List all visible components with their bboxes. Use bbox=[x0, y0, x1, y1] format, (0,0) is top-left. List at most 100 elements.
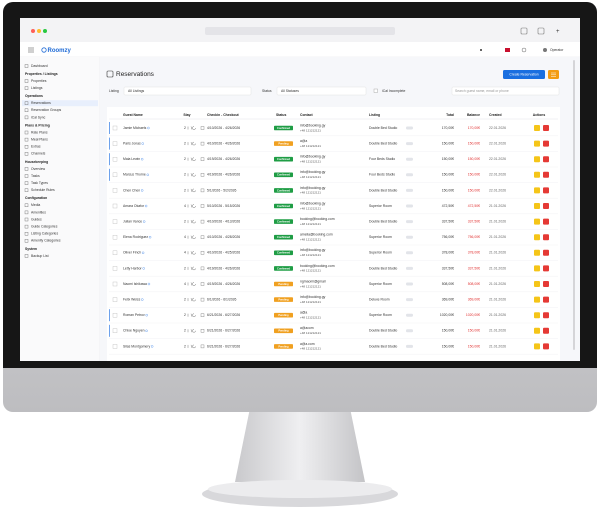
logo[interactable]: Roomzy bbox=[48, 48, 72, 54]
nav-item[interactable]: Amenity Categories bbox=[31, 239, 61, 243]
nav-item[interactable]: Reservation Groups bbox=[31, 108, 61, 112]
guest-name[interactable]: Chloe Nguyen bbox=[123, 329, 145, 333]
search-box[interactable] bbox=[451, 86, 560, 96]
guest-name[interactable]: Maia Lewin bbox=[123, 157, 140, 161]
scrollbar[interactable] bbox=[573, 60, 575, 350]
status-filter[interactable] bbox=[276, 86, 367, 96]
delete-button[interactable] bbox=[543, 187, 549, 194]
delete-button[interactable] bbox=[543, 249, 549, 256]
guest-name[interactable]: Marcus Thorne bbox=[123, 173, 146, 177]
status-filter-value[interactable]: All Statuses bbox=[281, 89, 299, 93]
edit-button[interactable] bbox=[534, 140, 540, 147]
delete-button[interactable] bbox=[543, 156, 549, 163]
guest-name[interactable]: Julian Vance bbox=[123, 219, 142, 223]
guest-name[interactable]: Chen Chen bbox=[123, 188, 140, 192]
delete-button[interactable] bbox=[543, 125, 549, 131]
listing-filter-value[interactable]: All Listings bbox=[128, 89, 145, 93]
nav-item[interactable]: Extras bbox=[31, 145, 41, 149]
row-checkbox[interactable] bbox=[112, 203, 118, 209]
nav-item[interactable]: Task Types bbox=[31, 181, 48, 185]
edit-button[interactable] bbox=[534, 312, 540, 319]
contact-email[interactable]: info@booking.gy bbox=[300, 201, 326, 205]
contact-email[interactable]: a@acom bbox=[300, 326, 314, 330]
nav-item[interactable]: iCal Sync bbox=[31, 115, 46, 119]
edit-button[interactable] bbox=[534, 343, 540, 350]
edit-button[interactable] bbox=[534, 327, 540, 334]
edit-button[interactable] bbox=[534, 281, 540, 287]
new-tab[interactable]: + bbox=[556, 29, 560, 35]
theme-toggle[interactable] bbox=[480, 49, 482, 51]
language-flag[interactable] bbox=[505, 48, 510, 52]
row-checkbox[interactable] bbox=[112, 328, 118, 333]
edit-button[interactable] bbox=[534, 187, 540, 194]
edit-button[interactable] bbox=[534, 156, 540, 163]
guest-name[interactable]: Elena Rodriguez bbox=[123, 235, 148, 239]
tabs-icon[interactable] bbox=[537, 27, 545, 35]
row-checkbox[interactable] bbox=[112, 219, 118, 224]
edit-button[interactable] bbox=[534, 125, 540, 131]
delete-button[interactable] bbox=[543, 281, 549, 287]
menu-button[interactable] bbox=[548, 70, 559, 79]
guest-name[interactable]: Silas Montgomery bbox=[123, 344, 150, 348]
contact-email[interactable]: info@booking.gy bbox=[300, 248, 326, 252]
edit-button[interactable] bbox=[534, 296, 540, 303]
delete-button[interactable] bbox=[543, 171, 549, 178]
delete-button[interactable] bbox=[543, 140, 549, 147]
guest-name[interactable]: Amara Okafor bbox=[123, 204, 145, 208]
notifications[interactable] bbox=[521, 47, 527, 53]
nav-item[interactable]: Channels bbox=[31, 152, 46, 156]
create-button[interactable] bbox=[503, 70, 545, 79]
guest-name[interactable]: Paris Jonas bbox=[123, 141, 141, 145]
contact-email[interactable]: info@booking.gy bbox=[300, 123, 326, 127]
nav-item[interactable]: Backup List bbox=[31, 254, 49, 258]
nav-item[interactable]: Properties bbox=[31, 79, 47, 83]
nav-item[interactable]: Guide Categories bbox=[31, 224, 58, 228]
nav-item[interactable]: Schedule Rules bbox=[31, 188, 55, 192]
row-checkbox[interactable] bbox=[112, 266, 118, 271]
contact-email[interactable]: info@booking.gy bbox=[300, 295, 326, 299]
contact-email[interactable]: booking@booking.com bbox=[300, 217, 335, 221]
row-checkbox[interactable] bbox=[112, 188, 118, 193]
contact-email[interactable]: a@a.com bbox=[300, 342, 315, 346]
user-name[interactable]: Operator bbox=[550, 48, 564, 52]
nav-item[interactable]: Overview bbox=[31, 167, 46, 171]
row-checkbox[interactable] bbox=[112, 313, 118, 318]
guest-name[interactable]: Jamie Michaels bbox=[123, 126, 147, 130]
row-checkbox[interactable] bbox=[112, 141, 118, 146]
nav-item[interactable]: Amenities bbox=[31, 210, 46, 214]
row-checkbox[interactable] bbox=[112, 156, 118, 162]
nav-item[interactable]: Listings bbox=[31, 86, 43, 90]
guest-name[interactable]: Oliver Finch bbox=[123, 251, 141, 255]
nav-item[interactable]: Dashboard bbox=[31, 64, 48, 68]
nav-item[interactable]: Reservations bbox=[31, 101, 51, 105]
window-close[interactable] bbox=[31, 29, 35, 33]
nav-item[interactable]: Guides bbox=[31, 217, 42, 221]
ical-label[interactable]: iCal Incomplete bbox=[382, 89, 405, 93]
delete-button[interactable] bbox=[543, 265, 549, 272]
nav-item[interactable]: Tasks bbox=[31, 174, 40, 178]
row-checkbox[interactable] bbox=[112, 344, 118, 349]
contact-email[interactable]: a@a bbox=[300, 139, 307, 143]
edit-button[interactable] bbox=[534, 249, 540, 256]
search-placeholder[interactable]: Search guest name, email or phone bbox=[455, 89, 509, 93]
delete-button[interactable] bbox=[543, 234, 549, 241]
create-button-label[interactable]: Create Reservation bbox=[509, 73, 538, 77]
contact-email[interactable]: amelia@booking.com bbox=[300, 233, 333, 237]
contact-email[interactable]: info@booking.gy bbox=[300, 170, 326, 174]
menu-icon[interactable] bbox=[28, 47, 34, 53]
edit-button[interactable] bbox=[534, 218, 540, 225]
listing-filter[interactable] bbox=[123, 86, 252, 96]
row-checkbox[interactable] bbox=[112, 297, 118, 302]
nav-item[interactable]: Rate Plans bbox=[31, 130, 48, 134]
guest-name[interactable]: Roman Petrov bbox=[123, 313, 145, 317]
nav-item[interactable]: Listing Categories bbox=[31, 232, 58, 236]
row-checkbox[interactable] bbox=[112, 125, 118, 131]
share-icon[interactable] bbox=[520, 27, 528, 35]
ical-checkbox[interactable] bbox=[373, 88, 378, 93]
user-avatar[interactable] bbox=[543, 48, 547, 52]
nav-item[interactable]: Media bbox=[31, 203, 40, 207]
window-minimize[interactable] bbox=[37, 29, 41, 33]
contact-email[interactable]: booking@booking.com bbox=[300, 264, 335, 268]
edit-button[interactable] bbox=[534, 265, 540, 272]
url-bar[interactable] bbox=[205, 27, 395, 35]
